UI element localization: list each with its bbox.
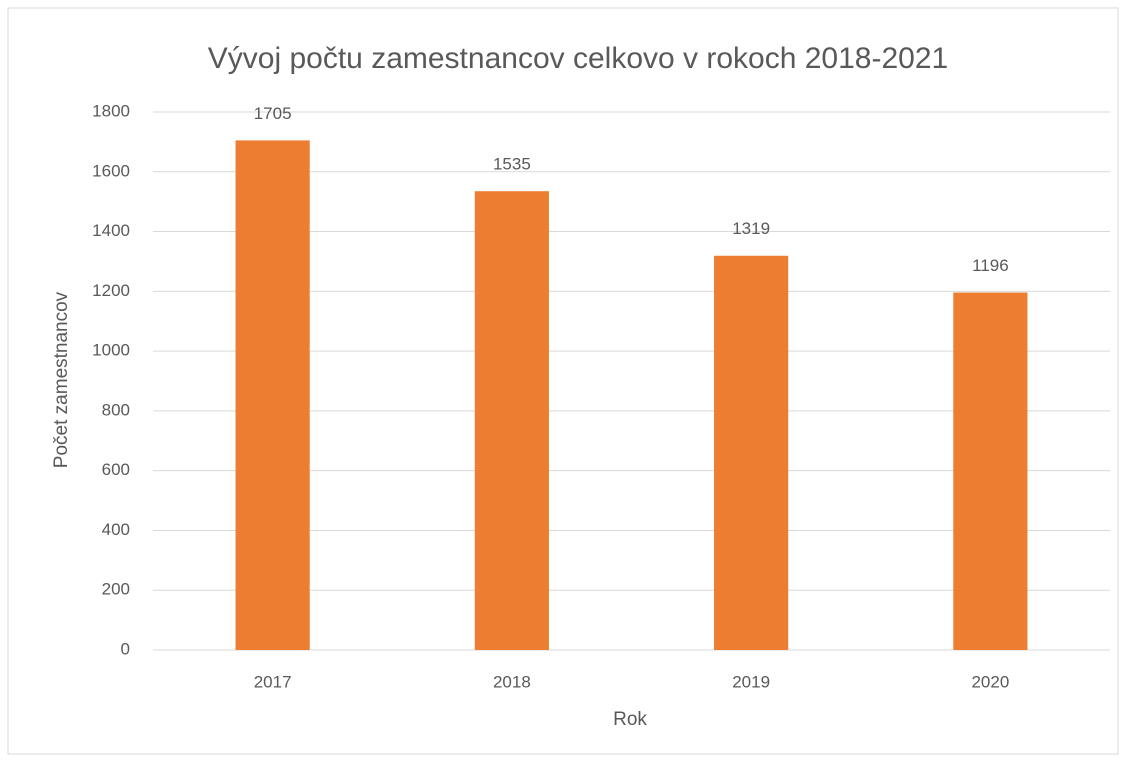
y-tick-label: 1200 [92,281,130,300]
y-tick-label: 1800 [92,101,130,120]
y-tick-label: 0 [121,639,130,658]
y-tick-label: 400 [102,520,130,539]
bar [953,292,1028,650]
data-label: 1705 [254,104,292,123]
y-tick-label: 1600 [92,161,130,180]
chart-frame [7,7,1119,755]
x-tick-label: 2017 [254,672,292,691]
chart-title: Vývoj počtu zamestnancov celkovo v rokoc… [208,42,948,75]
x-tick-label: 2020 [971,672,1009,691]
x-axis-label: Rok [613,709,647,730]
data-label: 1196 [972,256,1009,275]
bar [714,255,789,650]
y-axis-label: Počet zamestnancov [51,291,72,468]
data-label: 1319 [732,219,770,238]
y-tick-label: 200 [102,580,130,599]
y-tick-label: 600 [102,460,130,479]
x-tick-label: 2019 [732,672,770,691]
bar [474,191,549,650]
y-tick-label: 1000 [92,341,130,360]
data-label: 1535 [493,155,531,174]
y-tick-label: 1400 [92,221,130,240]
bar [235,140,310,650]
x-tick-label: 2018 [493,672,531,691]
y-tick-label: 800 [102,400,130,419]
